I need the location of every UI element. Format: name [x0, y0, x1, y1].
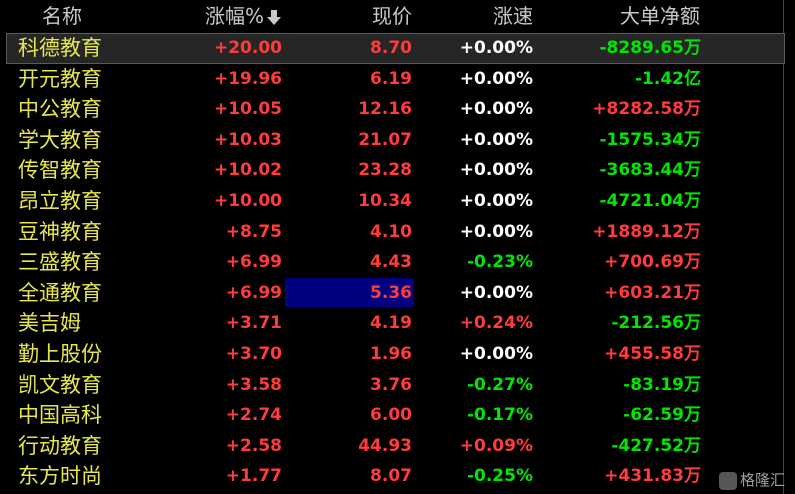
- netflow-value: +8282.58万: [592, 99, 701, 120]
- header-name[interactable]: 名称: [42, 4, 82, 28]
- price-value: 6.00: [370, 405, 412, 426]
- change-value: +10.03: [213, 129, 282, 150]
- speed-value: -0.17%: [466, 405, 533, 426]
- stock-name[interactable]: 传智教育: [18, 158, 102, 183]
- speed-value: +0.24%: [459, 313, 533, 334]
- netflow-value: +1889.12万: [592, 221, 701, 242]
- speed-value: -0.23%: [466, 252, 533, 273]
- change-value: +19.96: [213, 68, 282, 89]
- price-value: 23.28: [358, 160, 412, 181]
- watermark: 格隆汇: [718, 469, 785, 490]
- stock-name[interactable]: 东方时尚: [18, 464, 102, 489]
- watermark-text: 格隆汇: [739, 471, 785, 489]
- netflow-value: -427.52万: [611, 435, 701, 456]
- change-value: +10.02: [213, 160, 282, 181]
- row-highlight: [6, 33, 785, 64]
- netflow-value: +603.21万: [604, 282, 701, 303]
- speed-value: -0.27%: [466, 374, 533, 395]
- stock-name[interactable]: 凯文教育: [18, 372, 102, 397]
- price-value: 1.96: [370, 344, 412, 364]
- stock-name[interactable]: 开元教育: [18, 66, 102, 91]
- netflow-value: -1.42亿: [635, 68, 701, 89]
- stock-name[interactable]: 三盛教育: [18, 250, 102, 275]
- price-value: 5.36: [370, 282, 412, 303]
- speed-value: +0.00%: [459, 282, 533, 303]
- speed-value: +0.00%: [459, 191, 533, 211]
- stock-name[interactable]: 行动教育: [18, 433, 102, 458]
- change-value: +2.58: [225, 435, 282, 456]
- header-netflow[interactable]: 大单净额: [620, 4, 700, 28]
- stock-name[interactable]: 中国高科: [18, 403, 102, 428]
- speed-value: +0.00%: [459, 99, 533, 120]
- netflow-value: -62.59万: [623, 405, 701, 426]
- netflow-value: -83.19万: [623, 374, 701, 395]
- price-value: 8.07: [370, 466, 412, 487]
- header-change[interactable]: 涨幅%: [204, 4, 264, 28]
- stock-name[interactable]: 科德教育: [18, 36, 102, 60]
- change-value: +3.70: [225, 344, 282, 364]
- change-value: +3.58: [225, 374, 282, 395]
- change-value: +2.74: [225, 405, 282, 426]
- header-speed[interactable]: 涨速: [493, 4, 533, 28]
- change-value: +1.77: [225, 466, 282, 487]
- price-value: 10.34: [358, 191, 412, 211]
- change-value: +10.00: [213, 191, 282, 211]
- change-value: +6.99: [225, 282, 282, 303]
- netflow-value: -4721.04万: [599, 191, 702, 211]
- price-value: 3.76: [370, 374, 412, 395]
- change-value: +6.99: [225, 252, 282, 273]
- price-value: 21.07: [358, 129, 412, 150]
- speed-value: +0.00%: [459, 129, 533, 150]
- stock-name[interactable]: 美吉姆: [18, 311, 81, 336]
- speed-value: +0.00%: [459, 160, 533, 181]
- change-value: +10.05: [213, 99, 282, 120]
- speed-value: +0.00%: [459, 68, 533, 89]
- price-value: 6.19: [370, 68, 412, 89]
- stock-name[interactable]: 全通教育: [18, 280, 102, 305]
- netflow-value: -1575.34万: [599, 129, 702, 150]
- speed-value: +0.09%: [459, 435, 533, 456]
- stock-name[interactable]: 勤上股份: [18, 342, 102, 366]
- price-value: 12.16: [358, 99, 412, 120]
- sort-desc-icon: [267, 10, 281, 25]
- speed-value: -0.25%: [466, 466, 533, 487]
- change-value: +3.71: [225, 313, 282, 334]
- stock-name[interactable]: 学大教育: [18, 127, 102, 152]
- cell-selection: [285, 277, 414, 307]
- speed-value: +0.00%: [459, 344, 533, 364]
- netflow-value: +700.69万: [604, 252, 701, 273]
- header-price[interactable]: 现价: [372, 4, 412, 28]
- change-value: +20.00: [213, 38, 282, 58]
- price-value: 8.70: [370, 38, 412, 58]
- netflow-value: -8289.65万: [599, 38, 702, 58]
- netflow-value: +455.58万: [604, 344, 701, 364]
- price-value: 4.10: [370, 221, 412, 242]
- right-border: [783, 0, 784, 494]
- speed-value: +0.00%: [459, 38, 533, 58]
- change-value: +8.75: [225, 221, 282, 242]
- stock-name[interactable]: 中公教育: [18, 97, 102, 122]
- price-value: 44.93: [358, 435, 412, 456]
- stock-name[interactable]: 昂立教育: [18, 189, 102, 213]
- netflow-value: -3683.44万: [599, 160, 702, 181]
- speed-value: +0.00%: [459, 221, 533, 242]
- stock-name[interactable]: 豆神教育: [18, 219, 102, 244]
- price-value: 4.43: [370, 252, 412, 273]
- price-value: 4.19: [370, 313, 412, 334]
- netflow-value: -212.56万: [611, 313, 701, 334]
- netflow-value: +431.83万: [604, 466, 701, 487]
